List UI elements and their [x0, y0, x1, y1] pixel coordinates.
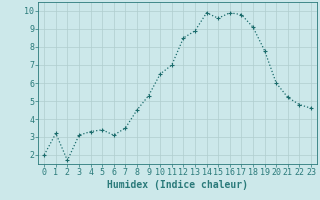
X-axis label: Humidex (Indice chaleur): Humidex (Indice chaleur) — [107, 180, 248, 190]
